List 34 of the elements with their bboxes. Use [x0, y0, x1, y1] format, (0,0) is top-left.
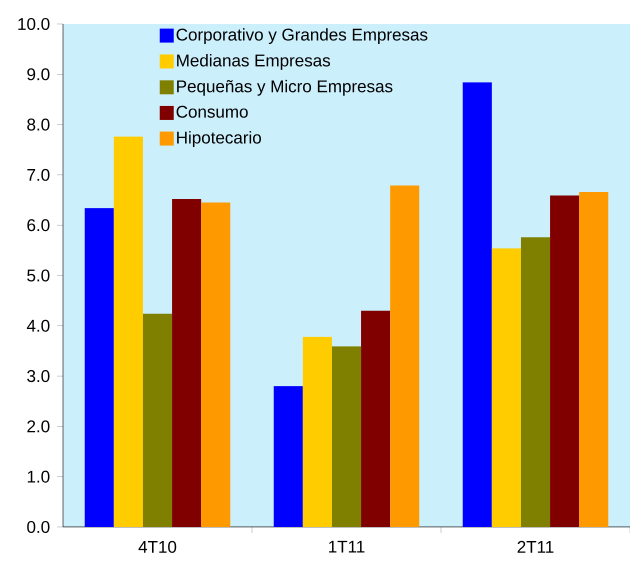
y-tick-label: 2.0: [27, 420, 50, 432]
bar: [550, 196, 580, 527]
x-tick-label: 4T10: [138, 540, 176, 553]
bar: [114, 136, 143, 527]
bar: [302, 336, 332, 527]
legend-label: Hipotecario: [177, 131, 261, 147]
bar: [172, 199, 202, 527]
y-tick-label: 0.0: [27, 520, 50, 534]
bar: [332, 346, 362, 527]
bar: [390, 185, 420, 527]
legend-label: Medianas Empresas: [177, 54, 330, 70]
bar: [579, 192, 608, 527]
legend-label: Corporativo y Grandes Empresas: [176, 28, 428, 44]
bar: [142, 314, 172, 527]
legend-label: Consumo: [176, 106, 248, 118]
y-tick-label: 9.0: [27, 68, 50, 80]
y-tick-label: 10.0: [18, 18, 50, 30]
y-tick-label: 1.0: [28, 470, 50, 483]
bar: [274, 386, 303, 527]
bar: [361, 310, 390, 527]
y-tick-label: 4.0: [26, 320, 50, 332]
legend-label: Pequeñas y Micro Empresas: [177, 80, 392, 96]
bar: [84, 208, 114, 527]
bar: [462, 82, 492, 527]
y-tick-label: 7.0: [27, 168, 50, 181]
y-tick-label: 6.0: [27, 219, 50, 232]
y-tick-label: 3.0: [27, 370, 50, 382]
bar: [520, 237, 550, 527]
bar: [201, 202, 230, 527]
x-tick-label: 1T11: [329, 540, 364, 553]
y-tick-label: 5.0: [27, 269, 50, 282]
bar: [492, 248, 521, 527]
x-tick-label: 2T11: [518, 540, 554, 553]
y-tick-label: 8.0: [27, 118, 50, 131]
